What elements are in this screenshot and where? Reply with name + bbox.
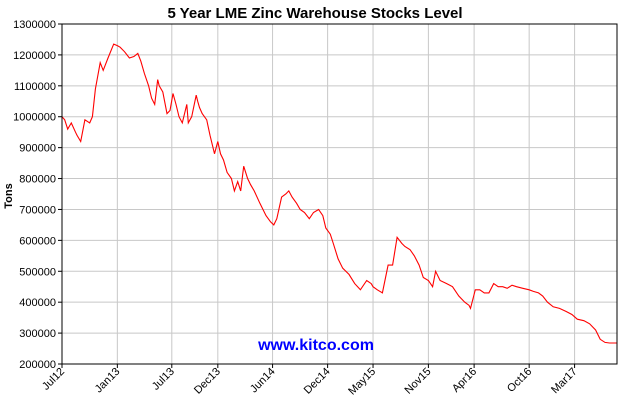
x-tick-label: Jun14 (248, 366, 278, 396)
watermark-text: www.kitco.com (257, 337, 374, 354)
y-tick-label: 900000 (19, 143, 56, 155)
y-tick-label: 800000 (19, 174, 56, 186)
x-tick-label: Mar17 (549, 366, 580, 397)
x-tick-label: Nov15 (403, 366, 434, 397)
chart-title: 5 Year LME Zinc Warehouse Stocks Level (167, 5, 462, 22)
x-tick-label: Dec13 (192, 366, 223, 397)
x-tick-label: Dec14 (302, 366, 333, 397)
x-tick-label: Oct16 (505, 366, 534, 395)
y-tick-label: 700000 (19, 204, 56, 216)
y-tick-label: 1200000 (13, 50, 56, 62)
series-line (61, 43, 617, 344)
y-tick-label: 300000 (19, 328, 56, 340)
x-axis-ticks: Jul12 Jan13 Jul13 Dec13 Jun14 Dec14 May15 Nov15… (40, 364, 580, 397)
x-tick-label: Apr16 (450, 366, 479, 395)
y-tick-label: 500000 (19, 266, 56, 278)
y-axis-label: Tons (3, 183, 15, 208)
y-tick-label: 1300000 (13, 19, 56, 31)
x-tick-label: May15 (346, 366, 378, 398)
x-tick-label: Jul13 (150, 366, 177, 393)
plot-frame (61, 23, 618, 365)
y-axis-ticks: 200000 300000 400000 500000 600000 700000 8000… (13, 19, 62, 371)
y-tick-label: 1100000 (14, 81, 56, 93)
x-tick-label: Jan13 (93, 366, 123, 396)
y-tick-label: 200000 (19, 359, 56, 371)
y-tick-label: 400000 (19, 297, 56, 309)
y-tick-label: 1000000 (13, 112, 56, 124)
y-tick-label: 600000 (19, 235, 56, 247)
